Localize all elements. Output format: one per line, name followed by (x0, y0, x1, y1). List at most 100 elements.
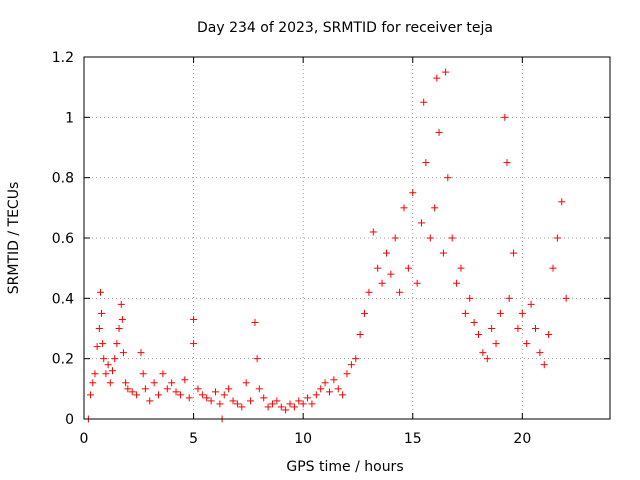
data-point (111, 355, 119, 363)
data-point (172, 388, 180, 396)
chart-title: Day 234 of 2023, SRMTID for receiver tej… (197, 20, 493, 36)
data-point (470, 318, 478, 326)
data-point (203, 394, 211, 402)
data-point (87, 391, 95, 399)
y-tick-label: 0.8 (52, 171, 74, 187)
data-point (505, 294, 513, 302)
y-tick-label: 0.4 (52, 291, 74, 307)
data-point (176, 391, 184, 399)
data-point (253, 355, 261, 363)
data-point (216, 400, 224, 408)
plot-frame (83, 56, 611, 420)
y-tick-label: 0 (65, 412, 74, 428)
data-point (118, 315, 126, 323)
data-point (442, 68, 450, 76)
grid-lines (84, 57, 610, 419)
data-point (510, 249, 518, 257)
data-point (286, 400, 294, 408)
data-point (448, 234, 456, 242)
data-point (339, 391, 347, 399)
axis-ticks (83, 56, 610, 420)
data-point (409, 189, 417, 197)
data-point (113, 340, 121, 348)
data-point (396, 288, 404, 296)
data-point (361, 309, 369, 317)
data-point (400, 204, 408, 212)
data-point (168, 379, 176, 387)
data-point (479, 349, 487, 357)
data-point (453, 279, 461, 287)
data-point (321, 379, 329, 387)
data-point (356, 331, 364, 339)
data-point (100, 355, 108, 363)
data-point (185, 394, 193, 402)
data-point (159, 370, 167, 378)
x-tick-label: 15 (404, 431, 422, 447)
data-point (562, 294, 570, 302)
data-point (108, 367, 116, 375)
data-point (518, 309, 526, 317)
data-point (378, 279, 386, 287)
x-tick-label: 0 (80, 431, 89, 447)
data-point (334, 385, 342, 393)
data-point (503, 159, 511, 167)
data-point (404, 264, 412, 272)
data-point (225, 385, 233, 393)
x-tick-label: 10 (294, 431, 312, 447)
y-axis-label: SRMTID / TECUs (6, 182, 22, 295)
data-point (382, 249, 390, 257)
data-point (413, 279, 421, 287)
data-point (488, 325, 496, 332)
data-point (422, 159, 430, 167)
data-point (89, 379, 97, 387)
data-point (501, 113, 509, 121)
data-point (418, 219, 426, 227)
data-point (317, 385, 325, 393)
data-point (496, 309, 504, 317)
data-point (433, 74, 441, 82)
data-point (304, 394, 312, 402)
data-point (273, 397, 281, 405)
data-point (233, 400, 241, 408)
data-point (343, 370, 351, 378)
data-point (295, 397, 303, 405)
y-tick-label: 1.2 (52, 50, 74, 66)
data-point (98, 309, 106, 317)
data-point (247, 397, 255, 405)
data-point (117, 300, 125, 308)
data-point (93, 343, 101, 351)
data-point (558, 198, 566, 206)
data-point (540, 361, 548, 369)
data-point (553, 234, 561, 242)
data-point (124, 385, 132, 393)
data-point (387, 270, 395, 278)
data-point (426, 234, 434, 242)
data-point (330, 376, 338, 384)
data-point (181, 376, 189, 384)
data-point (420, 98, 428, 106)
data-point (119, 349, 127, 357)
data-point (102, 370, 110, 378)
data-point (104, 361, 112, 369)
x-tick-label: 5 (189, 431, 198, 447)
data-point (155, 391, 163, 399)
data-point (352, 355, 360, 363)
data-point (277, 403, 285, 411)
data-point (95, 325, 103, 332)
data-point (439, 249, 447, 257)
data-point (141, 385, 149, 393)
x-axis-label: GPS time / hours (286, 459, 403, 475)
data-point (115, 325, 123, 332)
data-point (536, 349, 544, 357)
data-point (128, 388, 136, 396)
data-point (146, 397, 154, 405)
data-point (194, 385, 202, 393)
data-point (139, 370, 147, 378)
data-point (190, 340, 198, 348)
data-point (483, 355, 491, 363)
data-point (347, 361, 355, 369)
data-point (150, 379, 158, 387)
data-point (268, 400, 276, 408)
data-point (299, 400, 307, 408)
data-point (312, 391, 320, 399)
